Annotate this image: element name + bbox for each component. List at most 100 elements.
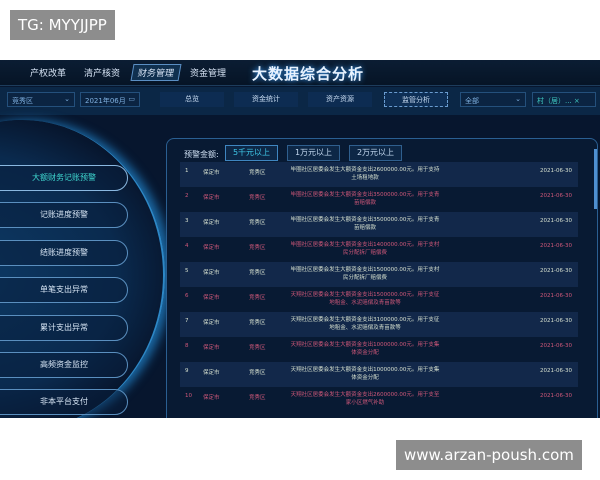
chevron-down-icon: ⌄	[515, 95, 521, 103]
cell-desc: 毕圈社区居委会发生大额资金支出1400000.00元。用于支村民分配拆厂赔偿费	[290, 242, 440, 256]
cell-district: 竞秀区	[249, 170, 266, 176]
cell-date: 2021-06-30	[540, 393, 572, 399]
table-row[interactable]: 4 保定市 竞秀区 毕圈社区居委会发生大额资金支出1400000.00元。用于支村民分…	[180, 237, 578, 262]
scope-select[interactable]: 全部 ⌄	[460, 92, 526, 107]
sidebar-item-large-amount[interactable]: 大额财务记账预警	[0, 165, 128, 191]
cell-district: 竞秀区	[249, 395, 266, 401]
cell-city: 保定市	[203, 270, 220, 276]
watermark-bottom: www.arzan-poush.com	[396, 440, 582, 470]
filter-bar: 竞秀区 ⌄ 2021年06月 ▭ 总览 资金统计 资产资源 监管分析 全部 ⌄ 村（居…	[0, 87, 600, 115]
cell-desc: 天翔社区居委会发生大额资金支出1000000.00元。用于支集体资金分配	[290, 367, 440, 381]
village-select[interactable]: 村（居）... ×	[532, 92, 596, 107]
region-value: 竞秀区	[12, 97, 33, 105]
amount-option-5k[interactable]: 5千元以上	[225, 145, 278, 161]
cell-no: 5	[185, 268, 189, 274]
cell-district: 竞秀区	[249, 345, 266, 351]
cell-desc: 天翔社区居委会发生大额资金支出3100000.00元。用于支征地租金、水泥赔偿及…	[290, 317, 440, 331]
cell-city: 保定市	[203, 320, 220, 326]
sidebar-item-cumulative-expense[interactable]: 累计支出异常	[0, 315, 128, 341]
cell-city: 保定市	[203, 245, 220, 251]
cell-no: 7	[185, 318, 189, 324]
cell-no: 3	[185, 218, 189, 224]
sidebar-item-closing-progress[interactable]: 结账进度预警	[0, 240, 128, 266]
sidebar-item-single-expense[interactable]: 单笔支出异常	[0, 277, 128, 303]
calendar-icon: ▭	[128, 95, 135, 103]
cell-date: 2021-06-30	[540, 193, 572, 199]
clear-icon[interactable]: ×	[573, 97, 580, 105]
dashboard: 产权改革 清产核资 财务管理 资金管理 大数据综合分析 竞秀区 ⌄ 2021年06…	[0, 60, 600, 418]
cell-city: 保定市	[203, 295, 220, 301]
cell-desc: 毕圈社区居委会发生大额资金支出3500000.00元。用于支青苗赔偿款	[290, 217, 440, 231]
alert-table: 1 保定市 竞秀区 毕圈社区居委会发生大额资金支出2600000.00元。用于支持土场…	[180, 162, 578, 412]
table-row[interactable]: 10 保定市 竞秀区 天翔社区居委会发生大额资金支出2600000.00元。用于支至家…	[180, 387, 578, 412]
cell-date: 2021-06-30	[540, 243, 572, 249]
sidebar-item-external-payment[interactable]: 非本平台支付	[0, 389, 128, 415]
cell-no: 6	[185, 293, 189, 299]
cell-district: 竞秀区	[249, 370, 266, 376]
cell-district: 竞秀区	[249, 320, 266, 326]
cell-date: 2021-06-30	[540, 318, 572, 324]
nav-item-active[interactable]: 财务管理	[130, 64, 182, 81]
watermark-top: TG: MYYJJPP	[10, 10, 115, 40]
top-nav: 产权改革 清产核资 财务管理 资金管理 大数据综合分析	[0, 60, 600, 86]
cell-date: 2021-06-30	[540, 168, 572, 174]
cell-no: 10	[185, 393, 192, 399]
amount-label: 预警金额:	[184, 150, 219, 159]
cell-district: 竞秀区	[249, 270, 266, 276]
nav-item[interactable]: 资金管理	[190, 69, 227, 79]
scope-value: 全部	[465, 97, 479, 105]
cell-city: 保定市	[203, 370, 220, 376]
cell-date: 2021-06-30	[540, 268, 572, 274]
cell-desc: 毕圈社区居委会发生大额资金支出1500000.00元。用于支村民分配拆厂赔偿费	[290, 267, 440, 281]
table-row[interactable]: 6 保定市 竞秀区 天翔社区居委会发生大额资金支出1500000.00元。用于支征地租…	[180, 287, 578, 312]
tab-assets[interactable]: 资产资源	[308, 92, 372, 107]
page-title: 大数据综合分析	[252, 65, 365, 83]
cell-no: 4	[185, 243, 189, 249]
cell-district: 竞秀区	[249, 220, 266, 226]
cell-date: 2021-06-30	[540, 343, 572, 349]
village-value: 村（居）...	[537, 97, 572, 105]
tab-fund-stats[interactable]: 资金统计	[234, 92, 298, 107]
tab-supervision[interactable]: 监管分析	[384, 92, 448, 107]
cell-date: 2021-06-30	[540, 218, 572, 224]
cell-desc: 毕圈社区居委会发生大额资金支出2600000.00元。用于支持土场租地款	[290, 167, 440, 181]
cell-date: 2021-06-30	[540, 293, 572, 299]
cell-no: 8	[185, 343, 189, 349]
table-row[interactable]: 3 保定市 竞秀区 毕圈社区居委会发生大额资金支出3500000.00元。用于支青苗赔…	[180, 212, 578, 237]
table-row[interactable]: 9 保定市 竞秀区 天翔社区居委会发生大额资金支出1000000.00元。用于支集体资…	[180, 362, 578, 387]
cell-district: 竞秀区	[249, 195, 266, 201]
date-value: 2021年06月	[85, 97, 126, 105]
nav-item[interactable]: 清产核资	[84, 69, 121, 79]
cell-district: 竞秀区	[249, 295, 266, 301]
amount-option-10k[interactable]: 1万元以上	[287, 145, 340, 161]
amount-option-20k[interactable]: 2万元以上	[349, 145, 402, 161]
region-select[interactable]: 竞秀区 ⌄	[7, 92, 75, 107]
cell-district: 竞秀区	[249, 245, 266, 251]
table-row[interactable]: 1 保定市 竞秀区 毕圈社区居委会发生大额资金支出2600000.00元。用于支持土场…	[180, 162, 578, 187]
chevron-down-icon: ⌄	[64, 95, 70, 103]
cell-desc: 天翔社区居委会发生大额资金支出2600000.00元。用于支至家小区燃气补助	[290, 392, 440, 406]
table-row[interactable]: 2 保定市 竞秀区 毕圈社区居委会发生大额资金支出3500000.00元。用于支青苗赔…	[180, 187, 578, 212]
cell-city: 保定市	[203, 345, 220, 351]
tab-overview[interactable]: 总览	[160, 92, 224, 107]
cell-date: 2021-06-30	[540, 368, 572, 374]
nav-item[interactable]: 产权改革	[30, 69, 67, 79]
cell-no: 9	[185, 368, 189, 374]
alert-panel: 预警金额: 5千元以上 1万元以上 2万元以上 1 保定市 竞秀区 毕圈社区居委会发生…	[166, 138, 598, 418]
table-row[interactable]: 7 保定市 竞秀区 天翔社区居委会发生大额资金支出3100000.00元。用于支征地租…	[180, 312, 578, 337]
cell-city: 保定市	[203, 195, 220, 201]
cell-desc: 毕圈社区居委会发生大额资金支出3500000.00元。用于支青苗赔偿款	[290, 192, 440, 206]
cell-city: 保定市	[203, 395, 220, 401]
cell-desc: 天翔社区居委会发生大额资金支出1500000.00元。用于支征地租金、水泥赔偿及…	[290, 292, 440, 306]
cell-desc: 天翔社区居委会发生大额资金支出1000000.00元。用于支集体资金分配	[290, 342, 440, 356]
table-row[interactable]: 5 保定市 竞秀区 毕圈社区居委会发生大额资金支出1500000.00元。用于支村民分…	[180, 262, 578, 287]
cell-no: 1	[185, 168, 189, 174]
scrollbar[interactable]	[594, 149, 597, 209]
sidebar-item-booking-progress[interactable]: 记账进度预警	[0, 202, 128, 228]
cell-no: 2	[185, 193, 189, 199]
cell-city: 保定市	[203, 220, 220, 226]
date-picker[interactable]: 2021年06月 ▭	[80, 92, 140, 107]
cell-city: 保定市	[203, 170, 220, 176]
table-row[interactable]: 8 保定市 竞秀区 天翔社区居委会发生大额资金支出1000000.00元。用于支集体资…	[180, 337, 578, 362]
sidebar-item-high-frequency[interactable]: 高频资金监控	[0, 352, 128, 378]
